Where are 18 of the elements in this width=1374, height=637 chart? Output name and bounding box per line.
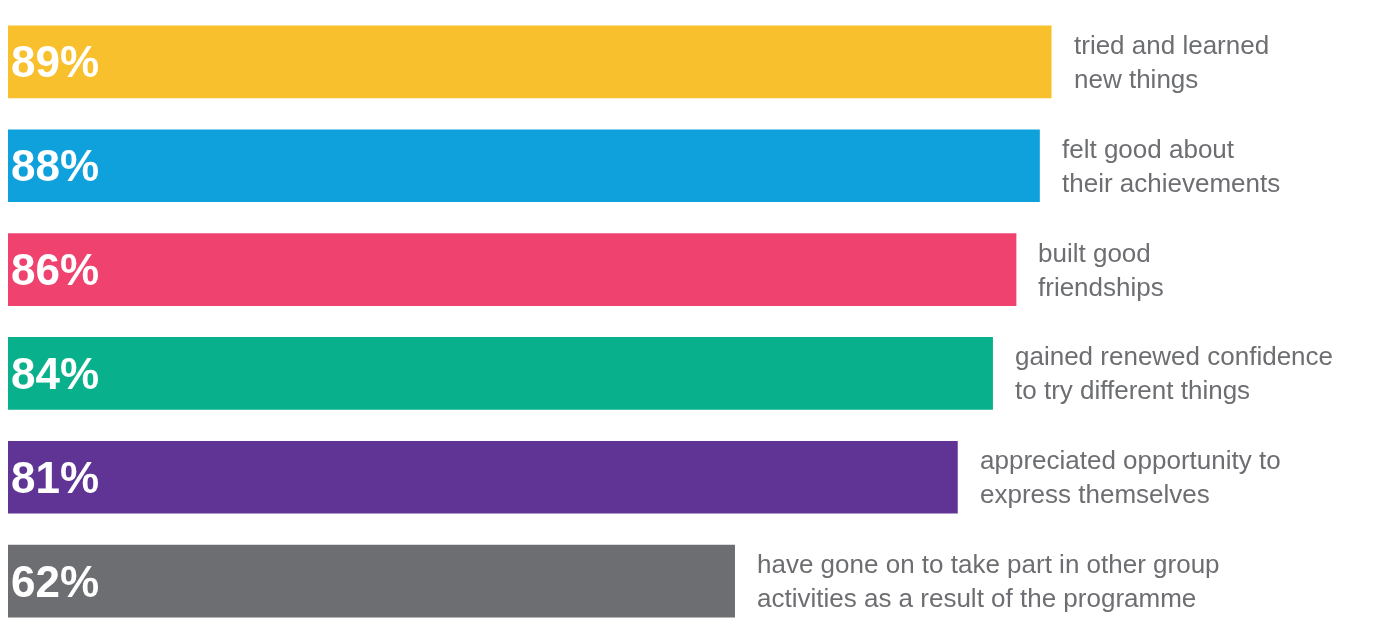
y-tick-label: appreciated opportunity to express themselves (980, 445, 1281, 509)
y-tick-label: gained renewed confidence to try different things (1015, 341, 1334, 405)
data-label: 62% (11, 556, 100, 606)
bar (8, 544, 735, 618)
data-label: 86% (11, 245, 100, 295)
data-label: 88% (11, 141, 100, 191)
bar (8, 25, 1052, 99)
data-label: 89% (11, 37, 100, 87)
y-tick-label: built good friendships (1038, 238, 1164, 302)
bar (8, 440, 958, 514)
bar (8, 129, 1040, 203)
data-label: 81% (11, 452, 100, 502)
bar (8, 233, 1017, 306)
y-tick-label: tried and learned new things (1074, 30, 1270, 94)
data-label: 84% (11, 348, 100, 398)
y-tick-label: have gone on to take part in other group activities as a result of the programme (757, 549, 1220, 613)
bar (8, 337, 993, 410)
y-tick-label: felt good about their achievements (1062, 134, 1281, 198)
